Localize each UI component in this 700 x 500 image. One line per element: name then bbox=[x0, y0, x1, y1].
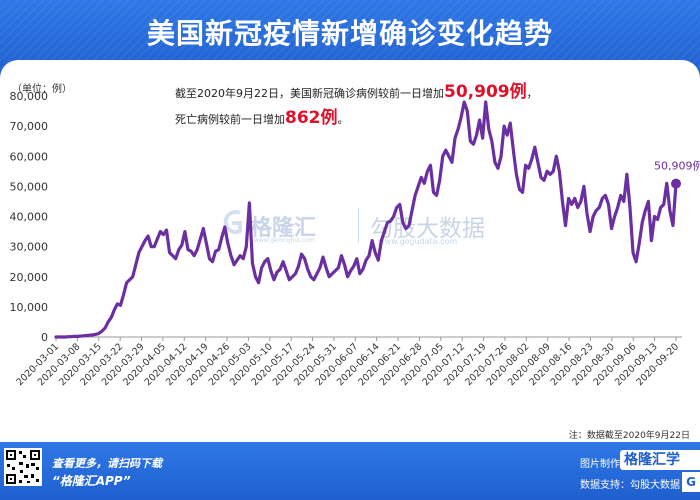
footer-brand-badge-icon: G bbox=[682, 472, 700, 492]
plot-area: 50,909例 bbox=[54, 100, 700, 339]
watermark-logo-icon bbox=[218, 205, 246, 243]
watermark-brand-2-url: www.gogudata.com bbox=[378, 237, 458, 246]
chart-panel bbox=[0, 60, 700, 442]
y-tick-label: 10,000 bbox=[10, 301, 49, 314]
y-tick-label: 40,000 bbox=[10, 211, 49, 224]
y-tick-label: 60,000 bbox=[10, 150, 49, 163]
y-tick-label: 30,000 bbox=[10, 241, 49, 254]
annotation-deaths-value: 862例 bbox=[285, 108, 338, 128]
annotation-line-2: 死亡病例较前一日增加862例。 bbox=[175, 103, 349, 128]
annotation-line-1-prefix: 截至2020年9月22日，美国新冠确诊病例较前一日增加 bbox=[175, 87, 444, 100]
annotation-line-1: 截至2020年9月22日，美国新冠确诊病例较前一日增加50,909例， bbox=[175, 77, 538, 102]
qr-code-icon[interactable] bbox=[4, 448, 42, 486]
x-axis: 2020-03-012020-03-082020-03-152020-03-22… bbox=[14, 337, 681, 388]
footer-credit-brand: 格隆汇学 bbox=[620, 450, 700, 470]
footer-app-name: “格隆汇APP” bbox=[52, 474, 131, 488]
line-chart: 0 10,000 20,000 30,000 40,000 50,000 60,000 70,… bbox=[10, 90, 700, 388]
y-axis: 0 10,000 20,000 30,000 40,000 50,000 60,000 70,… bbox=[10, 90, 682, 344]
data-note: 注：数据截至2020年9月22日 bbox=[568, 431, 690, 441]
watermark-brand: 格隆汇 bbox=[250, 216, 317, 241]
watermark-brand-url: www.gelonghui.com bbox=[254, 237, 315, 244]
y-axis-unit-label: （单位：例） bbox=[12, 84, 72, 95]
watermark-separator bbox=[358, 208, 359, 242]
series-line bbox=[54, 100, 678, 339]
annotation-new-cases-value: 50,909例 bbox=[444, 82, 527, 102]
annotation-line-1-suffix: ， bbox=[526, 87, 538, 100]
annotation-line-2-suffix: 。 bbox=[337, 113, 349, 126]
y-tick-label: 0 bbox=[41, 331, 48, 344]
annotation-line-2-prefix: 死亡病例较前一日增加 bbox=[175, 113, 285, 126]
last-point-label: 50,909例 bbox=[654, 159, 700, 173]
y-tick-label: 50,000 bbox=[10, 180, 49, 193]
y-tick-label: 70,000 bbox=[10, 120, 49, 133]
footer-data-source: 数据支持：勾股大数据 Win bbox=[580, 480, 700, 491]
y-tick-label: 20,000 bbox=[10, 271, 49, 284]
footer-download-hint: 查看更多，请扫码下载 bbox=[52, 457, 162, 470]
page-title: 美国新冠疫情新增确诊变化趋势 bbox=[146, 17, 553, 50]
last-point-marker bbox=[671, 178, 681, 189]
footer-credit-label: 图片制作： bbox=[580, 459, 630, 470]
footer-banner bbox=[0, 442, 700, 500]
y-tick-label: 80,000 bbox=[10, 90, 49, 103]
